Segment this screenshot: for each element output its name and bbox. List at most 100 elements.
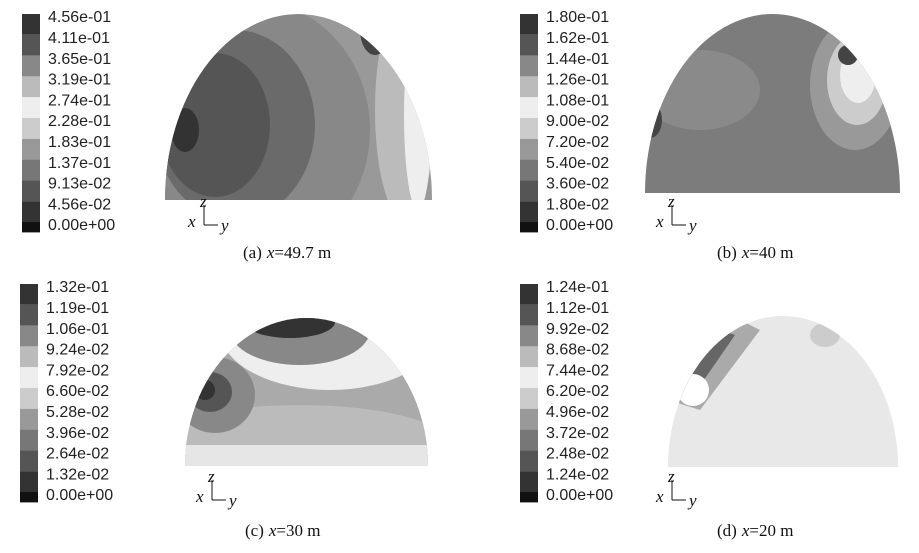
legend-swatch bbox=[520, 325, 538, 347]
legend-swatch bbox=[20, 450, 38, 472]
legend-label: 4.56e-02 bbox=[48, 196, 111, 213]
legend-swatch bbox=[520, 34, 538, 56]
legend-label: 1.80e-02 bbox=[546, 196, 609, 213]
legend-label: 9.13e-02 bbox=[48, 176, 111, 193]
legend-label: 1.37e-01 bbox=[48, 155, 111, 172]
legend-label: 3.72e-02 bbox=[546, 425, 609, 442]
legend-swatch bbox=[20, 471, 38, 492]
legend-swatch bbox=[20, 284, 38, 305]
axis-label: y bbox=[687, 491, 697, 510]
legend-swatch bbox=[22, 180, 40, 202]
legend-swatch bbox=[22, 55, 40, 77]
legend-label: 5.40e-02 bbox=[546, 155, 609, 172]
axis-label: z bbox=[207, 467, 215, 486]
legend-swatch bbox=[520, 388, 538, 409]
legend-label: 0.00e+00 bbox=[546, 217, 613, 234]
legend-swatch bbox=[520, 450, 538, 472]
legend-label: 3.96e-02 bbox=[46, 425, 109, 442]
legend-swatch bbox=[22, 76, 40, 98]
axis-label: x bbox=[187, 212, 196, 231]
legend-swatch bbox=[520, 159, 538, 181]
legend-label: 0.00e+00 bbox=[546, 487, 613, 504]
legend-label: 8.68e-02 bbox=[546, 342, 609, 359]
legend-label: 1.32e-02 bbox=[46, 466, 109, 483]
axis-label: x bbox=[655, 212, 664, 231]
legend-label: 1.19e-01 bbox=[46, 300, 109, 317]
axis-label: y bbox=[687, 216, 697, 235]
legend-label: 1.24e-01 bbox=[546, 279, 609, 296]
axis-label: y bbox=[219, 216, 229, 235]
legend-swatch bbox=[22, 14, 40, 35]
legend-label: 7.92e-02 bbox=[46, 362, 109, 379]
legend-label: 9.24e-02 bbox=[46, 342, 109, 359]
caption-value: =49.7 m bbox=[274, 243, 331, 262]
legend-swatch bbox=[520, 222, 538, 233]
legend-label: 1.44e-01 bbox=[546, 51, 609, 68]
legend-label: 4.96e-02 bbox=[546, 404, 609, 421]
legend-label: 3.19e-01 bbox=[48, 72, 111, 89]
legend-swatch bbox=[22, 97, 40, 118]
caption-label: (b) bbox=[717, 243, 737, 262]
legend-swatch bbox=[520, 284, 538, 305]
legend-swatch bbox=[22, 222, 40, 233]
legend-swatch bbox=[520, 76, 538, 98]
caption-variable: x bbox=[268, 521, 277, 540]
legend-swatch bbox=[520, 408, 538, 430]
legend-swatch bbox=[520, 346, 538, 368]
legend-swatch bbox=[520, 492, 538, 503]
legend-label: 2.64e-02 bbox=[46, 446, 109, 463]
legend-swatch bbox=[22, 159, 40, 181]
caption-label: (d) bbox=[717, 521, 737, 540]
legend-label: 7.44e-02 bbox=[546, 362, 609, 379]
caption-value: =40 m bbox=[749, 243, 793, 262]
caption: (d) x=20 m bbox=[717, 521, 793, 540]
axis-label: z bbox=[667, 467, 675, 486]
legend-label: 6.20e-02 bbox=[546, 383, 609, 400]
legend-label: 1.62e-01 bbox=[546, 30, 609, 47]
legend-swatch bbox=[20, 304, 38, 326]
legend-label: 2.48e-02 bbox=[546, 446, 609, 463]
legend-swatch bbox=[20, 492, 38, 503]
legend-swatch bbox=[22, 34, 40, 56]
contour-c bbox=[185, 318, 428, 466]
legend-swatch bbox=[520, 97, 538, 118]
legend-swatch bbox=[22, 118, 40, 139]
legend-swatch bbox=[520, 304, 538, 326]
legend-label: 2.28e-01 bbox=[48, 113, 111, 130]
caption: (a) x=49.7 m bbox=[243, 243, 331, 262]
legend-swatch bbox=[22, 138, 40, 160]
legend-swatch bbox=[20, 325, 38, 347]
legend-label: 3.65e-01 bbox=[48, 51, 111, 68]
labels: 4.56e-01 4.11e-01 3.65e-01 3.19e-01 2.74e-01… bbox=[20, 9, 793, 540]
axis-label: z bbox=[199, 192, 207, 211]
legend-label: 4.56e-01 bbox=[48, 9, 111, 26]
legend-swatch bbox=[22, 201, 40, 222]
legend-swatch bbox=[20, 388, 38, 409]
legend-label: 0.00e+00 bbox=[48, 217, 115, 234]
axis-label: x bbox=[655, 487, 664, 506]
legend-swatch bbox=[20, 429, 38, 451]
legend-label: 7.20e-02 bbox=[546, 134, 609, 151]
legend-label: 5.28e-02 bbox=[46, 404, 109, 421]
contour-a bbox=[165, 14, 432, 200]
legend-swatch bbox=[520, 180, 538, 202]
legend-swatch bbox=[20, 346, 38, 368]
legend-label: 1.12e-01 bbox=[546, 300, 609, 317]
legend-label: 0.00e+00 bbox=[46, 487, 113, 504]
legend-label: 9.92e-02 bbox=[546, 321, 609, 338]
axis-label: y bbox=[227, 491, 237, 510]
legend-label: 1.32e-01 bbox=[46, 279, 109, 296]
legend-label: 1.08e-01 bbox=[546, 92, 609, 109]
legend-label: 2.74e-01 bbox=[48, 92, 111, 109]
legend-label: 1.80e-01 bbox=[546, 9, 609, 26]
axis-label: z bbox=[667, 192, 675, 211]
legend-swatch bbox=[520, 201, 538, 222]
legend-label: 3.60e-02 bbox=[546, 176, 609, 193]
caption-label: (c) bbox=[245, 521, 264, 540]
contour-b bbox=[645, 13, 901, 193]
axis-label: x bbox=[195, 487, 204, 506]
caption-variable: x bbox=[741, 243, 750, 262]
caption-variable: x bbox=[266, 243, 275, 262]
legend-swatch bbox=[20, 408, 38, 430]
